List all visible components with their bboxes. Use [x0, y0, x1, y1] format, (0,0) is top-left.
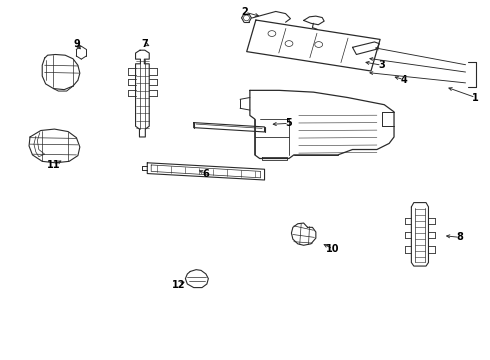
Text: 4: 4 [400, 75, 407, 85]
Text: 3: 3 [378, 60, 385, 70]
Text: 6: 6 [202, 168, 209, 179]
Text: 7: 7 [142, 39, 148, 49]
Text: 12: 12 [172, 280, 186, 290]
Text: 2: 2 [242, 7, 248, 17]
Text: 11: 11 [47, 160, 60, 170]
Text: 5: 5 [286, 118, 293, 128]
Text: 1: 1 [472, 93, 479, 103]
Text: 9: 9 [73, 40, 80, 49]
Text: 8: 8 [457, 232, 464, 242]
Text: 10: 10 [326, 244, 340, 254]
